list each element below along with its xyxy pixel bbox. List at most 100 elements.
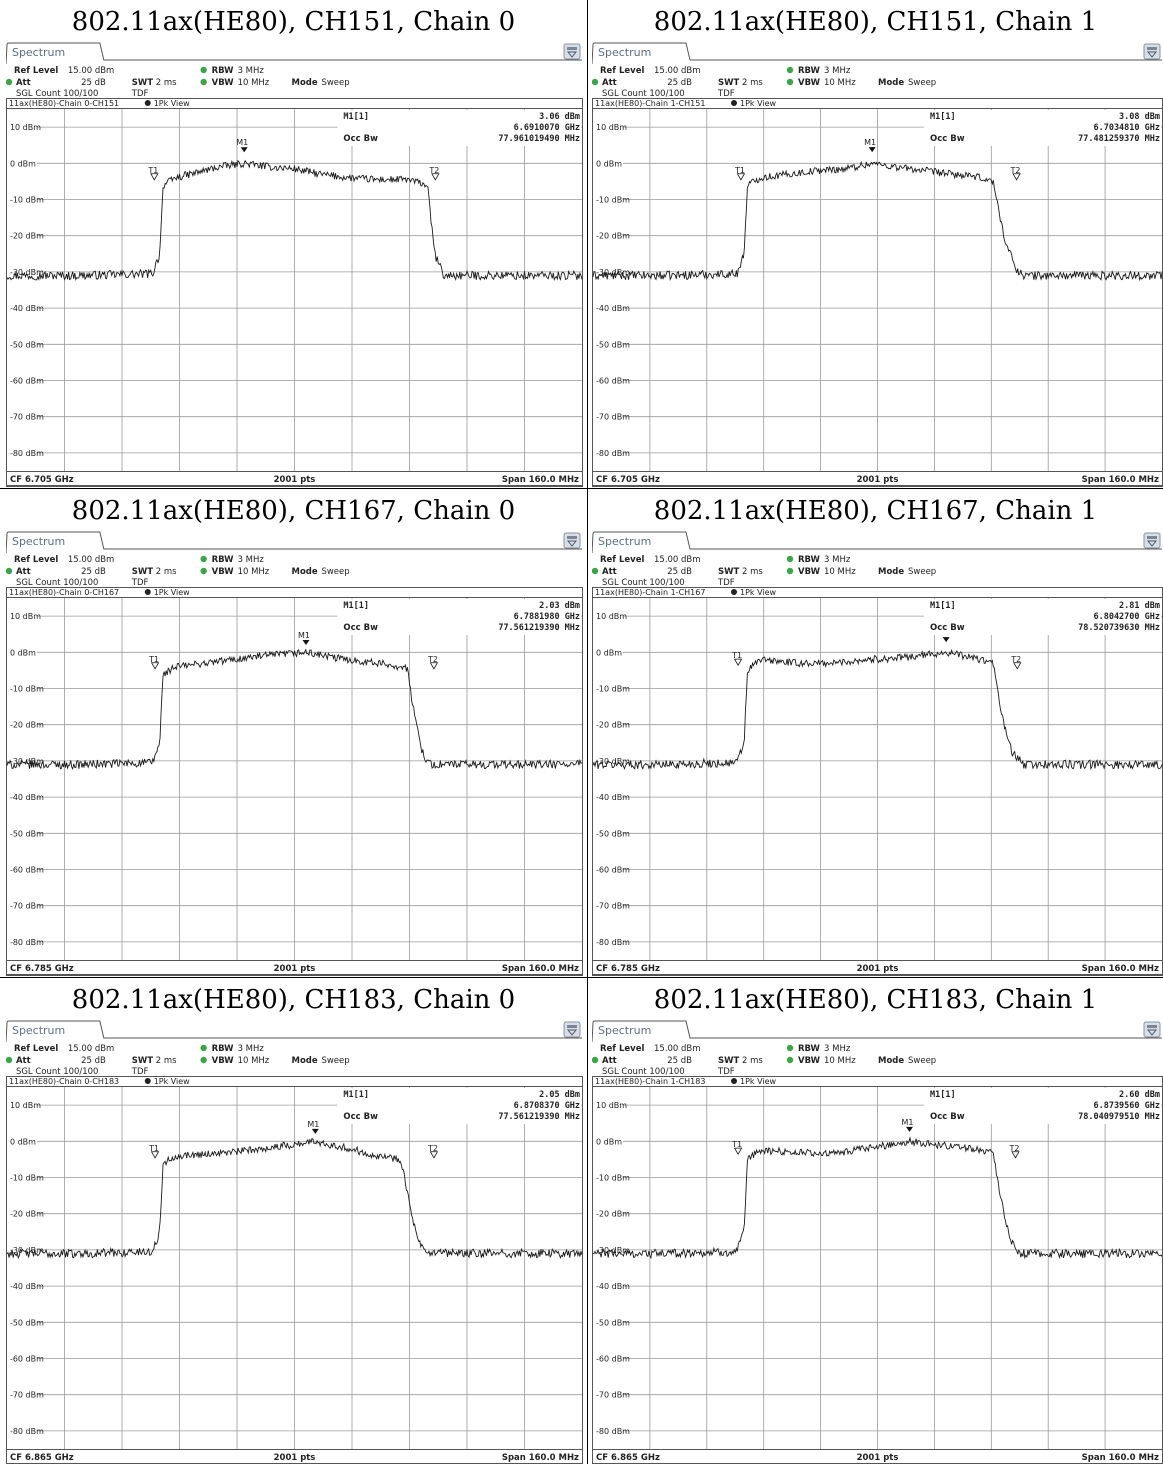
marker-level: 2.81 dBm xyxy=(1119,601,1160,611)
swt-label: SWT xyxy=(132,78,153,88)
marker-t1[interactable]: T1 xyxy=(734,166,746,181)
spectrum-tab[interactable]: Spectrum xyxy=(12,1024,65,1037)
marker-t1[interactable]: T1 xyxy=(148,1144,160,1159)
spectrum-analyzer-window: Spectrum Ref Level 15.00 dBm RBW 3 MHz Att 25 … xyxy=(592,531,1163,976)
panel-4: 802.11ax(HE80), CH167, Chain 1 Spectrum Re… xyxy=(588,489,1163,978)
settings-dropdown-icon[interactable] xyxy=(1143,532,1161,549)
rbw-label: RBW xyxy=(798,66,821,76)
ref-level-value: 15.00 dBm xyxy=(654,555,701,565)
occupied-bw-label: Occ Bw xyxy=(343,134,378,144)
rbw-status-icon xyxy=(200,66,207,74)
marker-t2[interactable]: T2 xyxy=(1010,166,1021,181)
settings-dropdown-icon[interactable] xyxy=(1143,43,1161,60)
att-label: Att xyxy=(16,1056,31,1066)
mode-label: Mode xyxy=(878,78,904,88)
ref-level-label: Ref Level xyxy=(14,555,58,565)
spectrum-tab[interactable]: Spectrum xyxy=(598,46,651,59)
tdf-label: TDF xyxy=(717,1067,735,1077)
panel-title: 802.11ax(HE80), CH167, Chain 1 xyxy=(653,496,1098,526)
center-frequency: CF 6.785 GHz xyxy=(596,964,660,974)
plot-grid xyxy=(36,1087,583,1449)
spectrum-trace-line xyxy=(6,159,583,282)
marker-t2[interactable]: T2 xyxy=(428,166,440,181)
att-value: 25 dB xyxy=(81,567,106,577)
marker-t1[interactable]: T1 xyxy=(731,651,743,666)
spectrum-analyzer-window: Spectrum Ref Level 15.00 dBm RBW 3 MHz Att 25 … xyxy=(592,1020,1163,1464)
rbw-status-icon xyxy=(786,66,794,74)
marker-level: 3.08 dBm xyxy=(1119,112,1160,122)
marker-t2[interactable]: T2 xyxy=(427,1144,439,1159)
spectrum-tab[interactable]: Spectrum xyxy=(598,1024,651,1037)
settings-dropdown-icon[interactable] xyxy=(563,532,581,549)
occupied-bw-value: 77.561219390 MHz xyxy=(498,1112,580,1122)
marker-m1-triangle xyxy=(942,637,950,643)
trace-1-indicator-icon xyxy=(144,100,151,106)
y-tick-label: -50 dBm xyxy=(10,1318,44,1327)
y-tick-label: -10 dBm xyxy=(596,196,630,205)
spectrum-trace-line xyxy=(6,1137,583,1260)
marker-t2-label: T2 xyxy=(1010,166,1021,175)
trace-header: 11ax(HE80)-Chain 1-CH183 xyxy=(595,1077,705,1086)
center-frequency: CF 6.865 GHz xyxy=(10,1453,74,1463)
marker-t1-triangle xyxy=(150,173,159,181)
att-label: Att xyxy=(602,78,617,88)
occupied-bw-value: 78.520739630 MHz xyxy=(1078,623,1160,633)
marker-t1[interactable]: T1 xyxy=(731,1140,743,1155)
marker-m1[interactable]: M1 xyxy=(864,138,876,153)
spectrum-tab[interactable]: Spectrum xyxy=(12,535,65,548)
plot-grid xyxy=(623,1087,1162,1449)
marker-m1[interactable]: M1 xyxy=(307,1120,319,1134)
frequency-span: Span 160.0 MHz xyxy=(502,964,579,974)
marker-m1-triangle xyxy=(311,1128,319,1134)
marker-frequency: 6.7034810 GHz xyxy=(1093,123,1160,133)
swt-value: 2 ms xyxy=(742,78,763,88)
spectrum-tab[interactable]: Spectrum xyxy=(598,535,651,548)
panel-title: 802.11ax(HE80), CH167, Chain 0 xyxy=(71,496,516,526)
trace-1-indicator-icon xyxy=(731,1078,737,1084)
marker-t2-label: T2 xyxy=(428,166,439,175)
marker-m1[interactable]: M1 xyxy=(902,1118,914,1132)
y-tick-label: -40 dBm xyxy=(10,304,44,313)
y-tick-label: -70 dBm xyxy=(596,1391,630,1400)
marker-t2[interactable]: T2 xyxy=(427,655,439,670)
trace-1-indicator-icon xyxy=(144,589,151,595)
center-frequency: CF 6.705 GHz xyxy=(10,475,74,485)
panel-title: 802.11ax(HE80), CH183, Chain 0 xyxy=(71,985,516,1015)
occupied-bw-label: Occ Bw xyxy=(343,623,378,633)
settings-dropdown-icon[interactable] xyxy=(563,43,581,60)
panel-title: 802.11ax(HE80), CH151, Chain 1 xyxy=(653,7,1098,37)
marker-t2[interactable]: T2 xyxy=(1008,1144,1020,1159)
marker-t1[interactable]: T1 xyxy=(147,166,159,181)
y-tick-label: -60 dBm xyxy=(596,866,630,875)
ref-level-value: 15.00 dBm xyxy=(654,1044,701,1054)
mode-label: Mode xyxy=(292,567,318,577)
marker-t1-label: T1 xyxy=(734,166,745,175)
marker-readout-label: M1[1] xyxy=(930,601,956,611)
att-value: 25 dB xyxy=(667,1056,692,1066)
occupied-bw-label: Occ Bw xyxy=(930,623,965,633)
marker-frequency: 6.6910070 GHz xyxy=(514,123,580,133)
marker-t1[interactable]: T1 xyxy=(148,655,160,670)
marker-m1[interactable]: M1 xyxy=(236,138,248,153)
att-label: Att xyxy=(16,567,31,577)
marker-t1-triangle xyxy=(733,1147,743,1155)
settings-dropdown-icon[interactable] xyxy=(563,1021,581,1038)
vbw-value: 10 MHz xyxy=(238,567,270,577)
trace-header: 11ax(HE80)-Chain 0-CH151 xyxy=(9,99,119,108)
marker-t2-label: T2 xyxy=(1010,655,1021,664)
swt-value: 2 ms xyxy=(156,78,177,88)
center-frequency: CF 6.785 GHz xyxy=(10,964,74,974)
y-tick-label: 0 dBm xyxy=(10,1137,36,1146)
rbw-value: 3 MHz xyxy=(238,66,265,76)
ref-level-label: Ref Level xyxy=(600,66,644,76)
y-tick-label: -70 dBm xyxy=(596,413,630,422)
marker-m1[interactable]: M1 xyxy=(298,631,310,645)
view-label: 1Pk View xyxy=(740,588,777,597)
spectrum-tab[interactable]: Spectrum xyxy=(12,46,65,59)
marker-readout-label: M1[1] xyxy=(930,112,956,122)
rbw-status-icon xyxy=(200,555,207,563)
settings-dropdown-icon[interactable] xyxy=(1143,1021,1161,1038)
att-status-icon xyxy=(6,1056,13,1064)
marker-t2[interactable]: T2 xyxy=(1010,655,1022,670)
